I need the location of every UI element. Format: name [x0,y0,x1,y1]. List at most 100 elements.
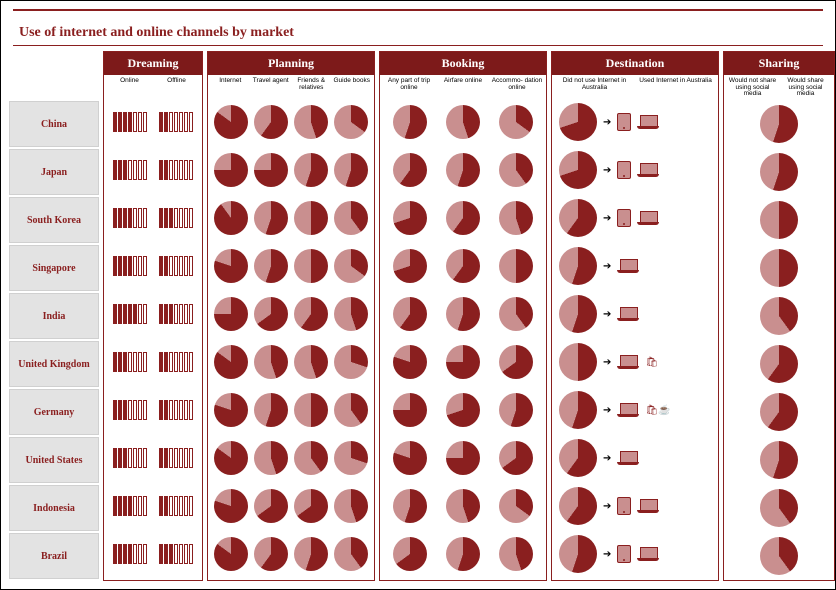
bar-indicator [157,256,195,276]
arrow-icon: ➔ [603,117,611,128]
pie-chart [334,345,368,379]
pie-chart [559,343,597,381]
market-row-label: Germany [9,389,99,435]
pie-chart [294,201,328,235]
data-row [383,386,543,434]
body-sharing [724,100,834,581]
section-header-booking: Booking [380,52,546,76]
pie-chart [254,201,288,235]
data-row: ➔ [555,530,715,578]
pie-chart [559,295,597,333]
column-subhead: Online [106,78,153,85]
pie-chart [334,105,368,139]
bar-indicator [111,448,149,468]
pie-chart [334,297,368,331]
pie-chart [446,537,480,571]
market-row-label: Japan [9,149,99,195]
bar-indicator [157,400,195,420]
data-row [383,338,543,386]
data-row [211,242,371,290]
pie-chart [214,201,248,235]
data-row [383,98,543,146]
pie-chart [499,201,533,235]
pie-chart [254,297,288,331]
pie-chart [499,537,533,571]
data-row: ➔ [555,434,715,482]
pie-chart [393,105,427,139]
column-subhead: Would not share using social media [726,78,779,98]
bar-indicator [157,208,195,228]
subheads-sharing: Would not share using social mediaWould … [724,76,834,100]
pie-chart [559,103,597,141]
market-row-label: United States [9,437,99,483]
data-row [383,530,543,578]
data-row [107,146,199,194]
pie-chart [214,441,248,475]
pie-chart [499,441,533,475]
rule-under-title [13,45,823,46]
extras-icon: 🛍 [645,357,658,368]
market-row-label: South Korea [9,197,99,243]
chart-grid: ChinaJapanSouth KoreaSingaporeIndiaUnite… [9,51,827,581]
column-subhead: Offline [153,78,200,85]
pie-chart [294,249,328,283]
bar-indicator [111,112,149,132]
pie-chart [214,393,248,427]
pie-chart [214,105,248,139]
data-row [107,194,199,242]
section-destination: Destination Did not use Internet in Aust… [551,51,719,581]
pie-chart [760,297,798,335]
data-row [107,338,199,386]
pie-chart [214,489,248,523]
pie-chart [760,105,798,143]
pie-chart [393,153,427,187]
pie-chart [393,393,427,427]
data-row [211,434,371,482]
arrow-icon: ➔ [603,549,611,560]
data-row: ➔🛍 [555,338,715,386]
data-row: ➔ [555,98,715,146]
data-row [211,482,371,530]
column-subhead: Any part of trip online [382,78,436,91]
pie-chart [254,441,288,475]
column-subhead: Travel agent [251,78,292,85]
pie-chart [254,489,288,523]
pie-chart [559,199,597,237]
pie-chart [559,391,597,429]
section-header-destination: Destination [552,52,718,76]
data-row [107,242,199,290]
section-sharing: Sharing Would not share using social med… [723,51,835,581]
data-row: ➔🛍☕ [555,386,715,434]
data-row [211,98,371,146]
pie-chart [254,153,288,187]
data-row [107,530,199,578]
data-row [107,482,199,530]
arrow-icon: ➔ [603,453,611,464]
pie-chart [294,537,328,571]
pie-chart [446,297,480,331]
pie-chart [760,249,798,287]
pie-chart [446,153,480,187]
data-row [727,148,831,196]
bar-indicator [111,304,149,324]
section-header-dreaming: Dreaming [104,52,202,76]
data-row [211,530,371,578]
subheads-planning: InternetTravel agentFriends & relativesG… [208,76,374,98]
pie-chart [446,201,480,235]
pie-chart [393,297,427,331]
data-row [211,146,371,194]
pie-chart [760,393,798,431]
pie-chart [254,249,288,283]
bar-indicator [111,208,149,228]
bar-indicator [157,112,195,132]
data-row: ➔ [555,482,715,530]
bar-indicator [111,256,149,276]
data-row [211,194,371,242]
bar-indicator [111,352,149,372]
data-row: ➔ [555,194,715,242]
pie-chart [334,537,368,571]
bar-indicator [157,448,195,468]
bar-indicator [157,304,195,324]
pie-chart [446,105,480,139]
pie-chart [559,151,597,189]
